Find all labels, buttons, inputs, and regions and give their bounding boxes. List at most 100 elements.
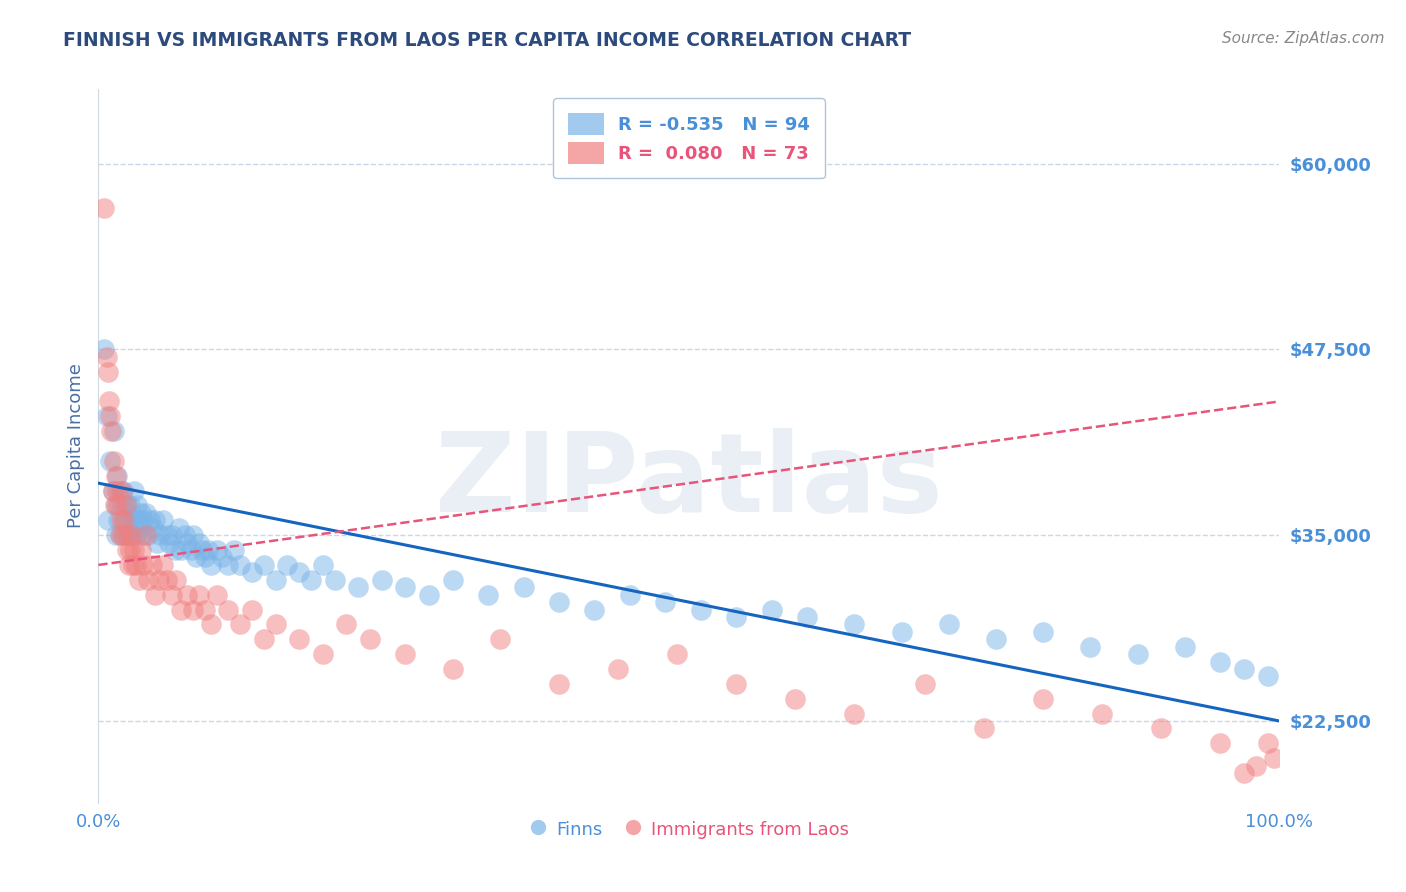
Point	[165, 543, 187, 558]
Point	[205, 588, 228, 602]
Point	[110, 513, 132, 527]
Point	[142, 521, 165, 535]
Point	[98, 454, 121, 468]
Point	[229, 558, 252, 572]
Point	[1091, 706, 1114, 721]
Point	[197, 543, 219, 558]
Point	[890, 624, 912, 639]
Point	[135, 506, 157, 520]
Point	[129, 543, 152, 558]
Point	[107, 513, 129, 527]
Point	[139, 513, 162, 527]
Point	[607, 662, 630, 676]
Point	[125, 528, 148, 542]
Point	[121, 558, 143, 572]
Point	[1032, 624, 1054, 639]
Point	[187, 535, 209, 549]
Point	[512, 580, 534, 594]
Point	[112, 513, 135, 527]
Point	[114, 499, 136, 513]
Point	[441, 573, 464, 587]
Point	[112, 483, 135, 498]
Point	[186, 550, 208, 565]
Point	[128, 573, 150, 587]
Point	[105, 468, 128, 483]
Point	[156, 573, 179, 587]
Text: FINNISH VS IMMIGRANTS FROM LAOS PER CAPITA INCOME CORRELATION CHART: FINNISH VS IMMIGRANTS FROM LAOS PER CAPI…	[63, 31, 911, 50]
Point	[128, 513, 150, 527]
Point	[93, 201, 115, 215]
Point	[176, 588, 198, 602]
Point	[1244, 758, 1267, 772]
Point	[725, 677, 748, 691]
Point	[666, 647, 689, 661]
Point	[141, 558, 163, 572]
Point	[149, 528, 172, 542]
Point	[136, 573, 159, 587]
Point	[1126, 647, 1149, 661]
Point	[105, 468, 128, 483]
Point	[1209, 736, 1232, 750]
Point	[108, 528, 131, 542]
Y-axis label: Per Capita Income: Per Capita Income	[66, 364, 84, 528]
Point	[200, 558, 222, 572]
Point	[938, 617, 960, 632]
Point	[112, 513, 135, 527]
Point	[276, 558, 298, 572]
Point	[796, 610, 818, 624]
Point	[121, 513, 143, 527]
Point	[103, 454, 125, 468]
Point	[1233, 662, 1256, 676]
Point	[1263, 751, 1285, 765]
Point	[143, 588, 166, 602]
Point	[148, 573, 170, 587]
Point	[288, 566, 311, 580]
Point	[117, 528, 139, 542]
Point	[120, 543, 142, 558]
Point	[1080, 640, 1102, 654]
Point	[1257, 669, 1279, 683]
Point	[1209, 655, 1232, 669]
Point	[1174, 640, 1197, 654]
Point	[654, 595, 676, 609]
Point	[211, 550, 233, 565]
Point	[120, 499, 142, 513]
Point	[200, 617, 222, 632]
Point	[180, 543, 202, 558]
Point	[136, 528, 159, 542]
Point	[118, 528, 141, 542]
Point	[114, 528, 136, 542]
Point	[93, 343, 115, 357]
Point	[101, 483, 124, 498]
Point	[160, 588, 183, 602]
Point	[194, 550, 217, 565]
Point	[844, 617, 866, 632]
Point	[127, 499, 149, 513]
Point	[110, 528, 132, 542]
Point	[229, 617, 252, 632]
Point	[135, 528, 157, 542]
Point	[619, 588, 641, 602]
Point	[152, 513, 174, 527]
Point	[359, 632, 381, 647]
Point	[118, 558, 141, 572]
Point	[181, 528, 204, 542]
Point	[187, 588, 209, 602]
Point	[121, 528, 143, 542]
Point	[548, 595, 571, 609]
Point	[1257, 736, 1279, 750]
Point	[129, 506, 152, 520]
Point	[312, 647, 335, 661]
Point	[299, 573, 322, 587]
Point	[160, 528, 183, 542]
Point	[312, 558, 335, 572]
Point	[1032, 691, 1054, 706]
Point	[111, 499, 134, 513]
Point	[132, 513, 155, 527]
Point	[124, 513, 146, 527]
Point	[108, 483, 131, 498]
Point	[394, 580, 416, 594]
Point	[253, 632, 276, 647]
Point	[394, 647, 416, 661]
Point	[253, 558, 276, 572]
